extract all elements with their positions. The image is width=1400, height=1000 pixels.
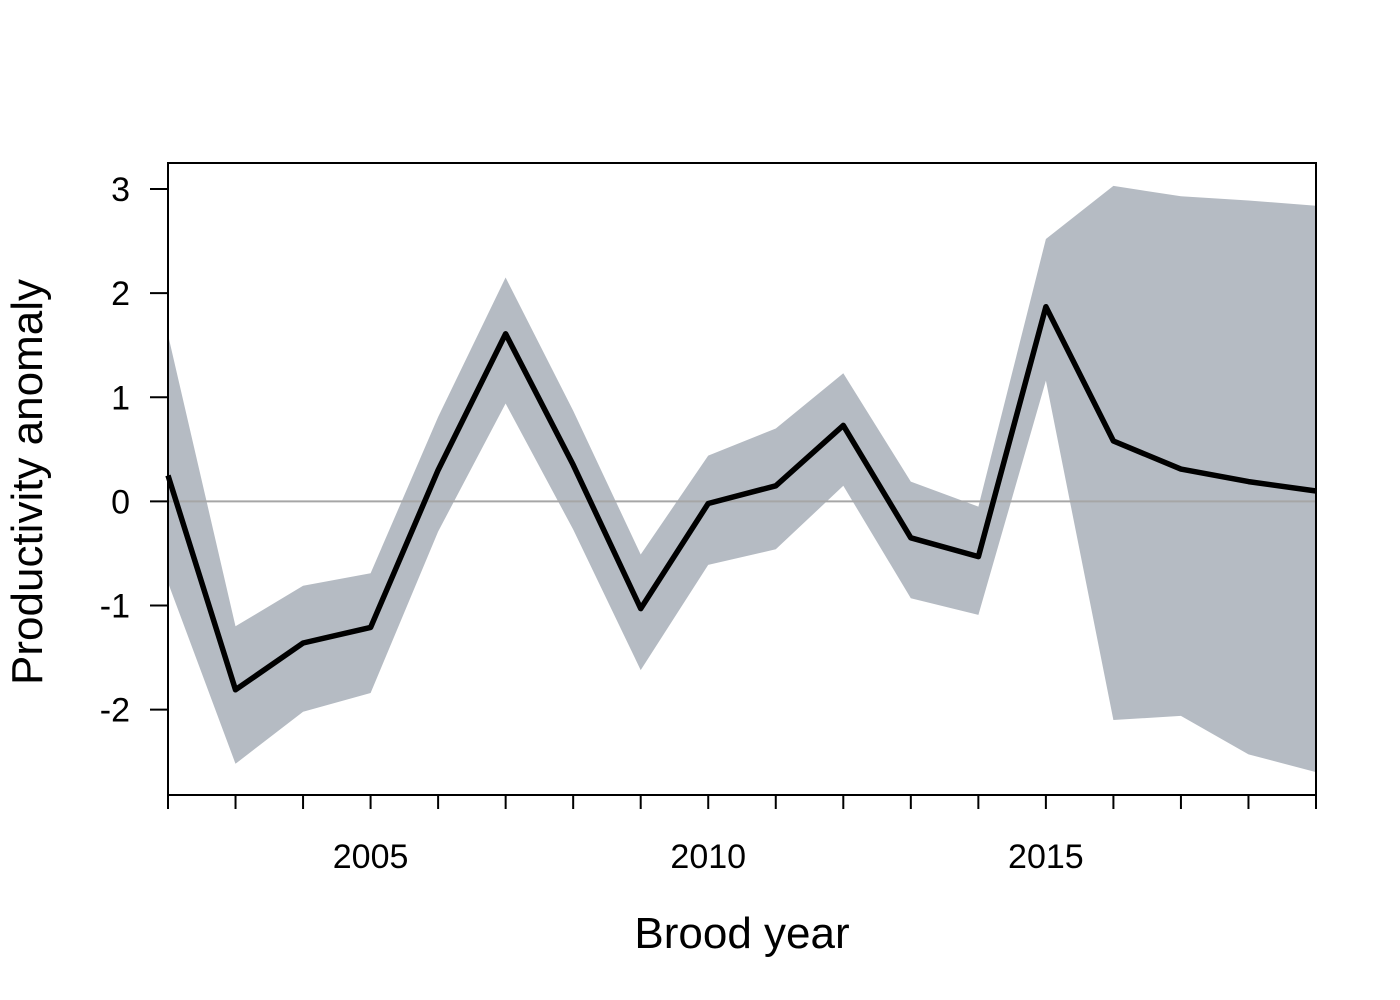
y-tick-label: 1 — [111, 379, 130, 417]
x-tick-label: 2010 — [670, 838, 746, 876]
plot-frame — [167, 162, 1317, 796]
x-axis-title: Brood year — [634, 909, 849, 958]
y-tick-label: 0 — [111, 483, 130, 521]
y-axis-title: Productivity anomaly — [3, 279, 52, 685]
tick-labels-layer: 2005 2010 2015 3 2 1 0 -1 -2 — [100, 171, 1084, 876]
plot-frame-layer — [167, 162, 1317, 796]
y-tick-label: -1 — [100, 588, 130, 626]
uncertainty-band — [168, 185, 1316, 773]
y-tick-label: 2 — [111, 275, 130, 313]
uncertainty-band-layer — [168, 185, 1316, 773]
productivity-series-line — [165, 303, 1317, 693]
x-tick-label: 2015 — [1008, 838, 1084, 876]
x-tick-label: 2005 — [333, 838, 409, 876]
y-tick-label: 3 — [111, 171, 130, 209]
axis-ticks-layer — [150, 188, 1317, 809]
y-tick-label: -2 — [100, 692, 130, 730]
series-line-layer — [165, 303, 1317, 693]
